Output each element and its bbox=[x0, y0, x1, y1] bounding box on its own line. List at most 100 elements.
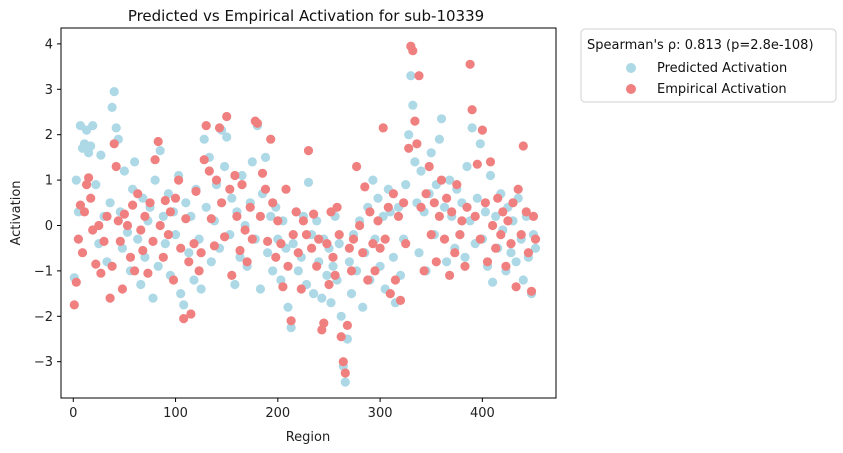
empirical-point bbox=[301, 230, 312, 240]
empirical-point bbox=[528, 211, 539, 221]
empirical-point bbox=[206, 214, 216, 224]
y-tick-label: −3 bbox=[34, 355, 53, 370]
predicted-point bbox=[388, 252, 398, 262]
empirical-point bbox=[393, 211, 404, 221]
x-tick-label: 0 bbox=[69, 406, 77, 421]
empirical-point bbox=[247, 234, 257, 244]
empirical-point bbox=[434, 211, 444, 221]
empirical-point bbox=[111, 161, 121, 172]
empirical-point bbox=[521, 207, 531, 217]
empirical-point bbox=[278, 282, 288, 292]
empirical-point bbox=[143, 268, 153, 278]
empirical-point bbox=[338, 357, 348, 367]
predicted-point bbox=[130, 157, 140, 167]
empirical-point bbox=[73, 234, 83, 244]
empirical-point bbox=[410, 116, 420, 126]
predicted-point bbox=[442, 257, 452, 267]
empirical-point bbox=[322, 239, 332, 249]
x-tick-label: 300 bbox=[368, 406, 393, 421]
empirical-point bbox=[523, 248, 534, 258]
predicted-point bbox=[227, 193, 237, 203]
empirical-point bbox=[452, 180, 462, 190]
empirical-point bbox=[370, 266, 380, 276]
predicted-point bbox=[237, 170, 247, 181]
predicted-point bbox=[336, 311, 346, 321]
y-axis-label: Activation bbox=[9, 180, 24, 245]
predicted-point bbox=[293, 266, 303, 276]
empirical-point bbox=[211, 175, 222, 185]
empirical-point bbox=[309, 209, 319, 219]
empirical-point bbox=[508, 198, 518, 208]
predicted-point bbox=[111, 123, 121, 133]
predicted-point bbox=[373, 193, 383, 203]
y-tick-label: 3 bbox=[45, 83, 53, 98]
empirical-point bbox=[450, 248, 460, 258]
y-tick-label: 1 bbox=[45, 174, 53, 189]
empirical-point bbox=[324, 279, 334, 290]
predicted-point bbox=[410, 157, 420, 167]
predicted-point bbox=[346, 289, 357, 299]
empirical-point bbox=[130, 266, 140, 276]
predicted-point bbox=[235, 252, 245, 262]
y-tick-label: −1 bbox=[34, 264, 53, 279]
empirical-point bbox=[506, 239, 516, 249]
predicted-point bbox=[268, 266, 278, 276]
empirical-point bbox=[346, 266, 357, 276]
empirical-point bbox=[266, 134, 276, 144]
predicted-point bbox=[408, 100, 418, 110]
predicted-point bbox=[176, 289, 186, 299]
empirical-point bbox=[286, 316, 296, 326]
empirical-point bbox=[163, 230, 173, 240]
empirical-point bbox=[77, 248, 88, 258]
empirical-point bbox=[526, 286, 537, 296]
scatter-points bbox=[69, 41, 541, 387]
predicted-point bbox=[462, 161, 472, 172]
predicted-point bbox=[283, 302, 293, 312]
empirical-point bbox=[457, 216, 467, 226]
predicted-point bbox=[288, 239, 298, 249]
x-tick-label: 200 bbox=[265, 406, 290, 421]
empirical-point bbox=[220, 232, 230, 242]
empirical-point bbox=[312, 261, 322, 271]
y-axis: −3 −2 −1 0 1 2 3 4 bbox=[34, 37, 61, 370]
predicted-point bbox=[255, 284, 265, 294]
empirical-point bbox=[491, 243, 501, 253]
empirical-point bbox=[363, 275, 373, 285]
empirical-point bbox=[155, 220, 165, 231]
empirical-point bbox=[390, 275, 400, 285]
predicted-point bbox=[317, 293, 327, 303]
predicted-point bbox=[109, 87, 119, 97]
predicted-point bbox=[119, 166, 129, 176]
predicted-point bbox=[491, 211, 501, 221]
empirical-point bbox=[165, 207, 175, 217]
predicted-point bbox=[334, 239, 344, 249]
predicted-point bbox=[340, 377, 350, 387]
chart-title: Predicted vs Empirical Activation for su… bbox=[128, 7, 484, 25]
empirical-point bbox=[117, 284, 127, 294]
predicted-point bbox=[475, 139, 485, 149]
empirical-point bbox=[276, 239, 286, 249]
predicted-point bbox=[160, 239, 170, 249]
empirical-point bbox=[138, 245, 148, 256]
empirical-point bbox=[467, 105, 477, 115]
empirical-point bbox=[401, 239, 411, 249]
empirical-point bbox=[419, 266, 429, 276]
empirical-point bbox=[482, 257, 493, 267]
predicted-point bbox=[88, 121, 98, 131]
empirical-point bbox=[431, 257, 441, 267]
empirical-point bbox=[388, 189, 398, 199]
legend-label-empirical: Empirical Activation bbox=[657, 82, 787, 97]
empirical-point bbox=[480, 198, 490, 208]
empirical-point bbox=[373, 216, 383, 226]
predicted-point bbox=[472, 193, 482, 203]
empirical-point bbox=[273, 216, 283, 226]
predicted-point bbox=[326, 298, 336, 308]
predicted-point bbox=[467, 123, 477, 133]
predicted-point bbox=[184, 248, 194, 258]
predicted-point bbox=[181, 198, 191, 208]
empirical-point bbox=[128, 200, 138, 210]
empirical-point bbox=[252, 118, 262, 128]
predicted-point bbox=[107, 102, 117, 112]
predicted-point bbox=[303, 177, 314, 187]
